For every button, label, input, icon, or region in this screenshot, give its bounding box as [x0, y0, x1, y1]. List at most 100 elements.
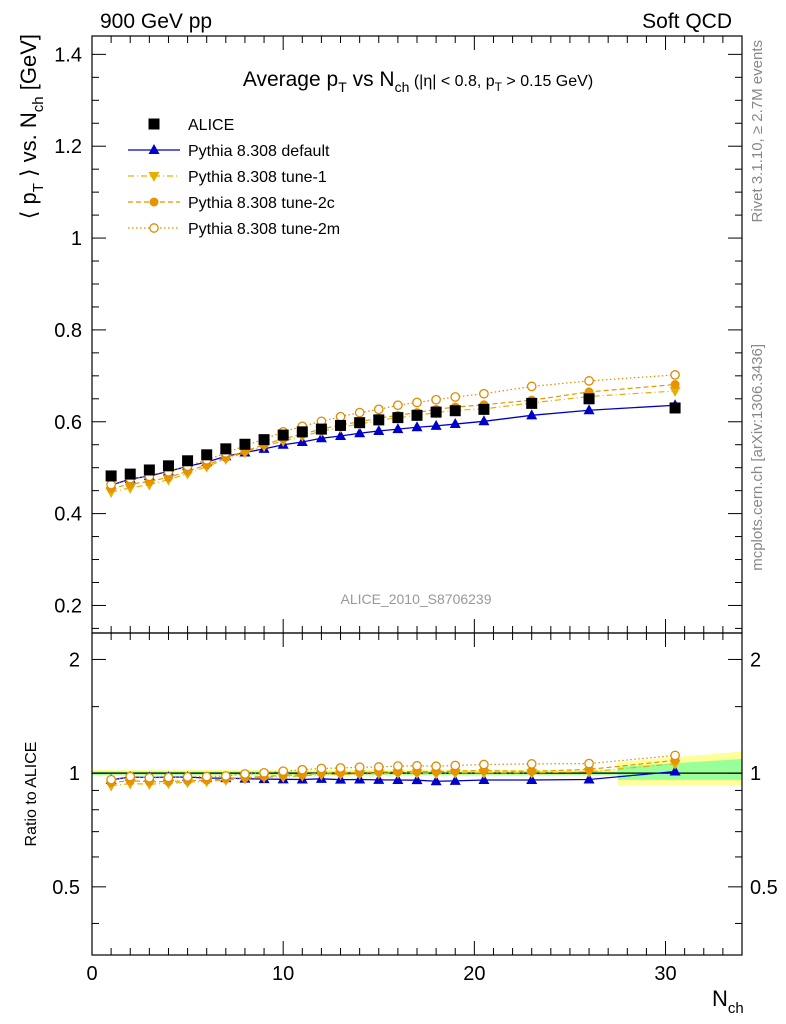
main-pythia-8-308-default-point — [478, 415, 490, 426]
ratio-pythia-8-308-tune-2m-point — [316, 763, 327, 774]
ratio-pythia-8-308-tune-2m-point — [240, 769, 250, 779]
ratio-y-tick-label-right: 1 — [750, 763, 761, 785]
mcplots-label: mcplots.cern.ch [arXiv:1306.3436] — [749, 344, 766, 571]
main-alice-point — [220, 443, 232, 455]
ratio-pythia-8-308-tune-2m-point — [163, 772, 174, 783]
ratio-pythia-8-308-tune-2m-point — [584, 758, 594, 769]
main-alice-point — [411, 409, 423, 421]
ratio-pythia-8-308-tune-2m-point — [412, 760, 422, 771]
legend-label: Pythia 8.308 tune-2m — [188, 221, 340, 238]
main-pythia-8-308-default-point — [583, 404, 595, 415]
main-pythia-8-308-default-point — [354, 427, 366, 438]
legend-item-pythia-8-308-tune-2c: Pythia 8.308 tune-2c — [128, 195, 335, 212]
ratio-panel: 0 10 20 30 0.5 0.5 1 1 2 2 Ratio to ALICE Nch — [23, 632, 778, 1017]
legend-marker — [148, 144, 160, 154]
ratio-pythia-8-308-tune-2m-point — [670, 750, 680, 761]
ratio-pythia-8-308-tune-2m-point — [335, 763, 346, 773]
ratio-y-tick-label: 2 — [69, 649, 80, 671]
main-alice-point — [373, 414, 385, 426]
legend-item-pythia-8-308-tune-1: Pythia 8.308 tune-1 — [128, 169, 327, 186]
legend-label: Pythia 8.308 default — [188, 143, 330, 160]
main-pythia-8-308-default-point — [411, 421, 423, 432]
ratio-y-label: Ratio to ALICE — [23, 742, 40, 847]
main-pythia-8-308-default-point — [392, 423, 404, 434]
ratio-pythia-8-308-tune-2m-point — [278, 766, 289, 777]
ratio-y-tick-label: 1 — [69, 763, 80, 785]
legend-item-pythia-8-308-default: Pythia 8.308 default — [128, 143, 330, 160]
ratio-pythia-8-308-default-point — [411, 774, 423, 785]
main-alice-point — [143, 464, 155, 476]
ratio-pythia-8-308-tune-2m-point — [144, 772, 155, 783]
rivet-label: Rivet 3.1.10, ≥ 2.7M events — [749, 40, 766, 223]
main-alice-point — [430, 406, 442, 418]
analysis-watermark: ALICE_2010_S8706239 — [340, 591, 491, 607]
y-tick-label: 0.4 — [54, 504, 82, 526]
main-pythia-8-308-tune-2m-point — [335, 411, 346, 422]
ratio-pythia-8-308-tune-2m-point — [125, 771, 136, 782]
main-alice-point — [449, 405, 461, 417]
ratio-pythia-8-308-tune-2m-point — [450, 760, 461, 771]
legend-marker — [149, 197, 159, 207]
main-pythia-8-308-tune-2m-point — [106, 479, 116, 490]
ratio-pythia-8-308-tune-2m-point — [297, 764, 308, 775]
ratio-pythia-8-308-default-point — [583, 773, 595, 784]
legend-marker — [148, 118, 160, 130]
y-tick-label: 0.6 — [54, 412, 82, 434]
ratio-pythia-8-308-default-point — [478, 774, 490, 785]
ratio-pythia-8-308-tune-2m-point — [431, 761, 441, 772]
main-alice-point — [296, 426, 308, 438]
main-pythia-8-308-default-point — [526, 409, 538, 420]
main-pythia-8-308-tune-2m-point — [584, 376, 594, 386]
main-pythia-8-308-tune-2m-point — [412, 397, 422, 408]
x-tick-label: 0 — [86, 963, 97, 985]
ratio-pythia-8-308-tune-2m-point — [393, 761, 403, 771]
legend: ALICE Pythia 8.308 default Pythia 8.308 tu… — [128, 117, 340, 238]
main-alice-point — [526, 397, 538, 409]
main-alice-point — [105, 470, 117, 482]
x-tick-label: 20 — [463, 963, 485, 985]
main-alice-point — [162, 460, 174, 472]
main-pythia-8-308-tune-2m-point — [479, 388, 489, 399]
main-alice-point — [583, 393, 595, 405]
main-alice-point — [201, 449, 213, 461]
ratio-pythia-8-308-tune-2m-point — [479, 759, 489, 770]
ratio-pythia-8-308-tune-2m-point — [526, 759, 537, 769]
main-pythia-8-308-default-point — [335, 429, 347, 440]
main-alice-point — [277, 429, 289, 441]
x-axis-label: Nch — [712, 986, 744, 1017]
ratio-frame — [91, 632, 743, 956]
ratio-band-inner — [92, 759, 742, 780]
main-pythia-8-308-tune-2m-point — [393, 400, 403, 411]
ratio-y-tick-label-right: 2 — [750, 649, 761, 671]
y-tick-label: 1 — [71, 228, 82, 250]
main-pythia-8-308-tune-2m-point — [526, 381, 537, 392]
ratio-pythia-8-308-tune-2m-point — [354, 762, 365, 773]
ratio-pythia-8-308-tune-2m-point — [201, 771, 212, 782]
legend-item-alice: ALICE — [148, 117, 234, 134]
ratio-pythia-8-308-tune-2c-point — [527, 766, 537, 776]
ratio-y-tick-label: 0.5 — [52, 877, 80, 899]
main-alice-point — [669, 402, 681, 414]
ratio-pythia-8-308-tune-2m-point — [259, 767, 269, 778]
main-pythia-8-308-tune-2m-point — [450, 392, 461, 402]
main-pythia-8-308-default-point — [449, 418, 461, 429]
ratio-pythia-8-308-tune-2m-point — [220, 771, 231, 781]
y-tick-label: 1.4 — [54, 44, 82, 66]
main-pythia-8-308-tune-2c-point — [670, 380, 680, 390]
ratio-pythia-8-308-default-point — [669, 765, 681, 776]
x-tick-label: 30 — [654, 963, 676, 985]
y-tick-label: 1.2 — [54, 136, 82, 158]
main-pythia-8-308-tune-2m-point — [373, 404, 384, 415]
main-pythia-8-308-default-point — [430, 419, 442, 430]
main-pythia-8-308-tune-2m-point — [670, 370, 680, 380]
main-panel: 0.2 0.4 0.6 0.8 1 1.2 1.4 Average pT vs Nch (|… — [16, 34, 743, 634]
main-alice-point — [182, 455, 194, 467]
main-alice-point — [124, 468, 136, 480]
ratio-band-outer — [92, 751, 742, 786]
y-tick-label: 0.2 — [54, 595, 82, 617]
ratio-pythia-8-308-tune-2m-point — [106, 774, 116, 785]
x-tick-label: 10 — [272, 963, 294, 985]
legend-item-pythia-8-308-tune-2m: Pythia 8.308 tune-2m — [128, 221, 340, 238]
ratio-pythia-8-308-default-point — [449, 774, 461, 785]
